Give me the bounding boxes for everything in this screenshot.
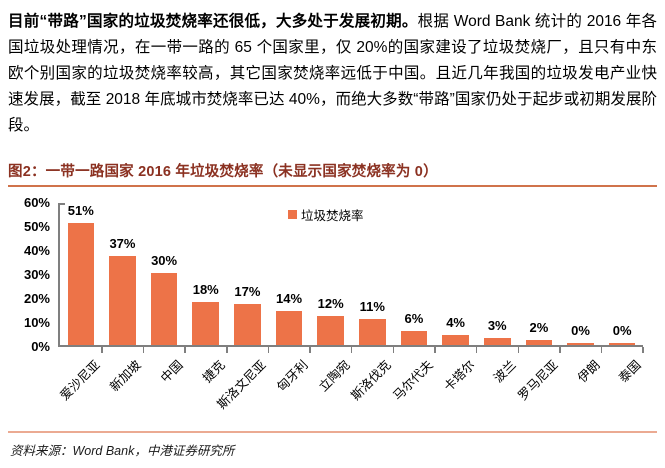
intro-body-text: 根据 Word Bank 统计的 2016 年各国垃圾处理情况，在一带一路的 6…: [8, 13, 657, 134]
bar: [608, 343, 636, 345]
bar-value-label: 0%: [571, 323, 590, 338]
x-axis-tick: [267, 347, 270, 353]
bar-value-label: 51%: [67, 203, 94, 218]
x-axis-tick: [184, 347, 186, 353]
figure-title: 图2：一带一路国家 2016 年垃圾焚烧率（未显示国家焚烧率为 0）: [8, 164, 438, 180]
y-axis-tick-label: 0%: [31, 339, 50, 354]
intro-lead-sentence: 目前“带路”国家的垃圾焚烧率还很低，大多处于发展初期。: [8, 13, 418, 30]
y-axis-tick-label: 30%: [23, 267, 50, 282]
bar: [525, 340, 553, 345]
bar-column: 12% 立陶宛: [310, 203, 353, 394]
bar-value-label: 37%: [109, 236, 136, 252]
bar-column: 51% 爱沙尼亚: [57, 203, 103, 403]
bar-column: 6% 马尔代夫: [390, 203, 436, 403]
bar-value-label: 6%: [404, 310, 424, 326]
source-text: 资料来源：Word Bank，中港证券研究所: [10, 444, 235, 458]
bar-value-label: 18%: [192, 281, 219, 297]
bar-column: 2% 罗马尼亚: [515, 203, 561, 403]
intro-paragraph: 目前“带路”国家的垃圾焚烧率还很低，大多处于发展初期。根据 Word Bank …: [8, 9, 657, 139]
x-axis-tick: [226, 347, 228, 353]
bar-value-label: 30%: [151, 253, 178, 268]
x-axis-tick: [142, 347, 145, 353]
bar-column: 18% 捷克: [185, 203, 228, 385]
bar: [192, 301, 220, 345]
y-axis-tick-label: 60%: [23, 195, 50, 210]
bar-column: 0% 伊朗: [560, 203, 603, 385]
bar-value-label: 0%: [612, 323, 632, 338]
x-axis-tick: [350, 347, 353, 353]
bar-column: 0% 泰国: [601, 203, 644, 385]
y-axis-tick-label: 40%: [23, 243, 50, 258]
bar-column: 3% 波兰: [476, 203, 520, 385]
bar: [109, 256, 136, 345]
y-axis: 0% 10% 20% 30% 40% 50% 60%: [8, 195, 58, 354]
bar-value-label: 12%: [317, 296, 344, 312]
bar: [234, 304, 261, 345]
bar: [358, 318, 386, 345]
bar-column: 37% 新加坡: [102, 203, 145, 394]
bar-column: 11% 斯洛伐克: [349, 203, 395, 403]
x-axis-tick: [309, 347, 311, 353]
chart-legend: 垃圾焚烧率: [288, 205, 364, 224]
plot-area: 51% 爱沙尼亚 37% 新加坡 30% 中国 18% 捷克 17% 斯洛文尼亚 14% 匈牙利 12%…: [57, 203, 644, 412]
bar-column: 17% 斯洛文尼亚: [215, 203, 270, 412]
bar: [567, 343, 594, 345]
bar-column: 14% 匈牙利: [268, 203, 311, 394]
y-axis-tick-label: 20%: [23, 291, 50, 306]
bar-value-label: 11%: [359, 298, 385, 314]
x-axis-tick: [101, 347, 103, 353]
bar: [317, 316, 344, 345]
bar-value-label: 2%: [529, 320, 549, 336]
bar: [67, 223, 95, 345]
bar-chart: 垃圾焚烧率 0% 10% 20% 30% 40% 50% 60% 51% 爱沙尼亚 37% 新加坡…: [8, 195, 657, 431]
legend-swatch-icon: [288, 210, 297, 219]
bar: [150, 273, 178, 345]
bar: [400, 330, 428, 345]
bar-value-label: 3%: [487, 317, 507, 333]
source-row: 资料来源：Word Bank，中港证券研究所: [8, 431, 657, 459]
figure-title-row: 图2：一带一路国家 2016 年垃圾焚烧率（未显示国家焚烧率为 0）: [8, 160, 657, 187]
bar: [442, 335, 469, 345]
y-axis-tick-label: 50%: [23, 219, 50, 234]
bar-column: 30% 中国: [143, 203, 186, 385]
plot-row: 0% 10% 20% 30% 40% 50% 60% 51% 爱沙尼亚 37% 新加坡 30% 中国 1…: [8, 195, 657, 412]
x-axis-tick: [642, 347, 644, 353]
x-axis-tick: [559, 347, 561, 353]
bar: [483, 337, 511, 345]
x-axis-tick: [475, 347, 478, 353]
bar: [275, 311, 303, 345]
x-axis-tick: [517, 347, 520, 353]
bar-value-label: 14%: [276, 291, 303, 307]
bar-value-label: 17%: [234, 284, 261, 300]
y-axis-tick-label: 10%: [23, 315, 50, 330]
bar-column: 4% 卡塔尔: [435, 203, 478, 394]
x-axis-tick: [392, 347, 395, 353]
legend-label: 垃圾焚烧率: [301, 209, 364, 223]
x-axis-tick: [434, 347, 436, 353]
bar-value-label: 4%: [446, 315, 465, 331]
x-axis-tick: [600, 347, 603, 353]
